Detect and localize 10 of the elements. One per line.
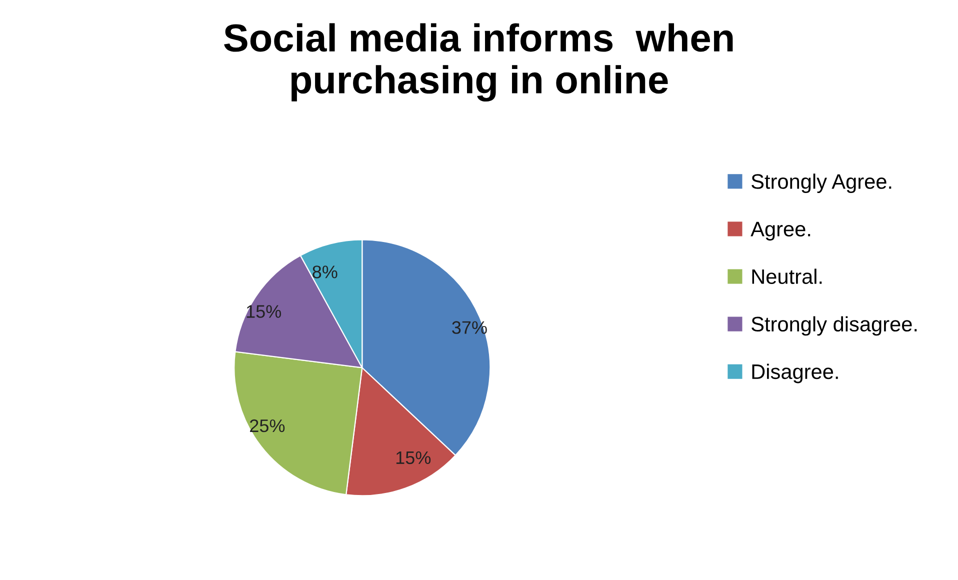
data-label: 15% [396,451,431,464]
legend-label: Neutral. [752,268,822,284]
legend-label: Strongly Agree. [752,174,892,194]
legend-label: Agree. [750,222,810,241]
data-label: 25% [250,419,285,432]
chart-title: Social media informs when purchasing in online [224,23,733,102]
data-label: 15% [246,305,282,318]
data-label: 8% [312,266,338,278]
legend-label: Disagree. [752,364,838,384]
legend-label: Strongly disagree. [752,316,917,336]
